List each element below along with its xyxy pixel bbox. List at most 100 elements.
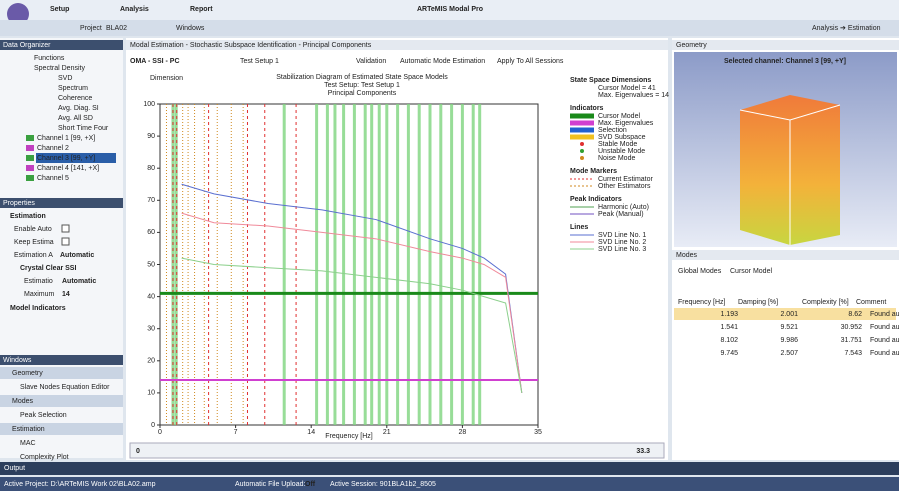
table-cell[interactable]: 1.193: [720, 311, 738, 318]
table-cell[interactable]: 2.507: [780, 350, 798, 357]
tree-item[interactable]: Channel 3 [99, +Y]: [37, 155, 95, 162]
column-header[interactable]: Comment: [856, 299, 886, 306]
tree-item[interactable]: Channel 1 [99, +X]: [37, 135, 95, 142]
table-cell[interactable]: 7.543: [844, 350, 862, 357]
windows-dropdown[interactable]: Windows: [176, 25, 205, 32]
window-item[interactable]: Estimation: [12, 426, 45, 433]
property-value[interactable]: 14: [62, 291, 70, 298]
frequency-slider[interactable]: [129, 442, 665, 459]
selected-item: [36, 153, 116, 163]
toolbar-button[interactable]: Validation: [356, 58, 386, 65]
table-cell[interactable]: 8.102: [720, 337, 738, 344]
y-tick-label: 10: [147, 390, 155, 397]
toolbar-button[interactable]: OMA - SSI - PC: [130, 58, 180, 65]
y-tick-label: 50: [147, 261, 155, 268]
panel-header: [0, 40, 123, 50]
selection-band: [342, 104, 346, 425]
table-cell[interactable]: Found au: [870, 337, 899, 344]
table-cell[interactable]: 8.62: [848, 311, 862, 318]
column-header[interactable]: Damping [%]: [738, 299, 778, 306]
channel-icon: [26, 155, 34, 161]
property-name: Maximum: [24, 291, 55, 298]
legend-entry: Unstable Mode: [598, 148, 645, 155]
project-dropdown[interactable]: BLA02: [106, 25, 127, 32]
table-cell[interactable]: 9.986: [780, 337, 798, 344]
legend-title: Indicators: [570, 105, 604, 112]
ribbon-tab[interactable]: Setup: [50, 6, 69, 13]
output-bar: [0, 462, 899, 475]
tab[interactable]: Cursor Model: [730, 268, 772, 275]
table-cell[interactable]: 30.952: [841, 324, 863, 331]
property-value[interactable]: Automatic: [60, 252, 94, 259]
tree-item[interactable]: Short Time Four: [58, 125, 109, 132]
legend-entry: SVD Line No. 2: [598, 239, 646, 246]
tree-item[interactable]: Avg. All SD: [58, 115, 93, 122]
table-cell[interactable]: Found au: [870, 311, 899, 318]
window-group: [0, 423, 123, 435]
tree-item[interactable]: SVD: [58, 75, 72, 82]
table-cell[interactable]: 2.001: [780, 311, 798, 318]
selection-band: [370, 104, 374, 425]
panel-header: [672, 250, 899, 260]
tree-item[interactable]: Functions: [34, 55, 65, 62]
panel-title: Data Organizer: [3, 42, 51, 49]
app-logo[interactable]: [7, 3, 29, 25]
svd-line: [181, 212, 523, 393]
axis-title: Frequency [Hz]: [325, 433, 373, 440]
table-cell[interactable]: 1.541: [720, 324, 738, 331]
checkbox[interactable]: [61, 237, 70, 246]
table-cell[interactable]: Found au: [870, 324, 899, 331]
legend-entry: Peak (Manual): [598, 211, 644, 218]
tree-item[interactable]: Coherence: [58, 95, 92, 102]
window-group: [0, 367, 123, 379]
axis-title: Dimension: [150, 75, 183, 82]
table-cell[interactable]: 31.751: [841, 337, 863, 344]
column-header[interactable]: Complexity [%]: [802, 299, 849, 306]
tree-item[interactable]: Spectrum: [58, 85, 88, 92]
tree-item[interactable]: Channel 2: [37, 145, 69, 152]
svd-line: [181, 257, 523, 393]
svd-line: [181, 183, 523, 393]
tree-item[interactable]: Channel 5: [37, 175, 69, 182]
legend-swatch: [580, 156, 584, 160]
channel-icon: [26, 175, 34, 181]
toolbar-button[interactable]: Automatic Mode Estimation: [400, 58, 485, 65]
tree-item[interactable]: Channel 4 [141, +X]: [37, 165, 99, 172]
ribbon-tab[interactable]: Analysis: [120, 6, 149, 13]
table-cell[interactable]: Found au: [870, 350, 899, 357]
selection-band: [282, 104, 286, 425]
window-item[interactable]: Geometry: [12, 370, 43, 377]
legend-entry: Other Estimators: [598, 183, 651, 190]
tree-item[interactable]: Spectral Density: [34, 65, 85, 72]
property-value[interactable]: Automatic: [62, 278, 96, 285]
legend-title: Peak Indicators: [570, 196, 622, 203]
selected-row: [674, 308, 896, 320]
window-item[interactable]: Peak Selection: [20, 412, 67, 419]
ribbon-tab[interactable]: Report: [190, 6, 213, 13]
property-name: Enable Auto: [14, 226, 52, 233]
table-cell[interactable]: 9.745: [720, 350, 738, 357]
legend-entry: Stable Mode: [598, 141, 637, 148]
toolbar-button[interactable]: Apply To All Sessions: [497, 58, 564, 65]
slider-min: 0: [136, 448, 140, 455]
window-item[interactable]: Slave Nodes Equation Editor: [20, 384, 110, 391]
legend-entry: Noise Mode: [598, 155, 635, 162]
tree-item[interactable]: Avg. Diag. SI: [58, 105, 99, 112]
legend-swatch: [580, 149, 584, 153]
panel-title: Geometry: [676, 42, 707, 49]
table-cell[interactable]: 9.521: [780, 324, 798, 331]
tab[interactable]: Global Modes: [678, 268, 722, 275]
app-title: ARTeMIS Modal Pro: [417, 6, 483, 13]
y-tick-label: 70: [147, 197, 155, 204]
panel-header: [0, 355, 123, 365]
property-name: Keep Estima: [14, 239, 54, 246]
window-item[interactable]: Complexity Plot: [20, 454, 69, 461]
column-header[interactable]: Frequency [Hz]: [678, 299, 726, 306]
legend-swatch: [570, 113, 594, 119]
toolbar-button[interactable]: Test Setup 1: [240, 58, 279, 65]
window-item[interactable]: Modes: [12, 398, 34, 405]
selection-band: [406, 104, 410, 425]
checkbox[interactable]: [61, 224, 70, 233]
window-item[interactable]: MAC: [20, 440, 36, 447]
